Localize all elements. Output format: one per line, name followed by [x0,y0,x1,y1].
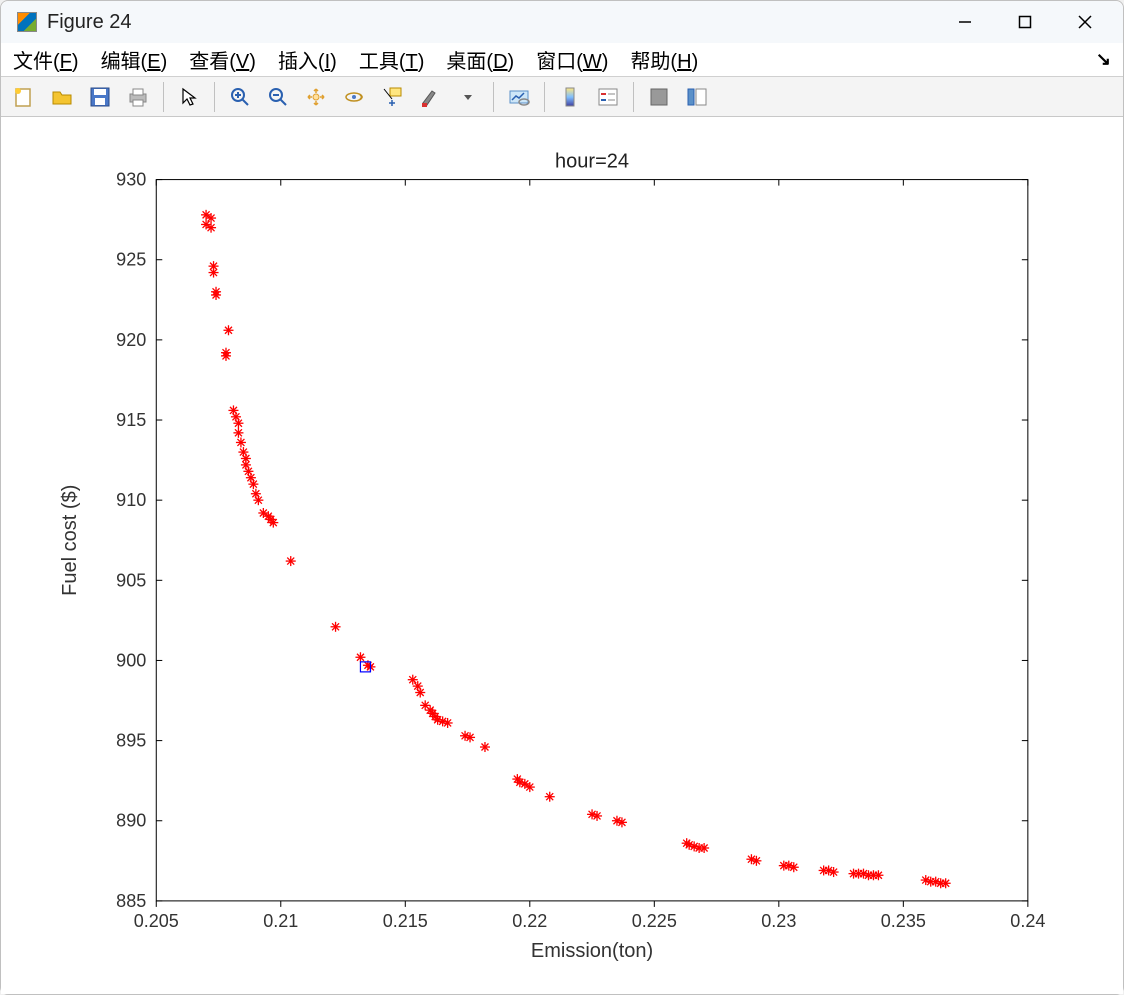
menu-item-0[interactable]: 文件(F) [7,43,85,76]
menu-item-2[interactable]: 查看(V) [183,43,262,76]
menu-item-6[interactable]: 窗口(W) [530,43,614,76]
xtick-label: 0.235 [881,911,926,931]
zoom-in-icon[interactable] [223,80,257,114]
marker-pareto-points [829,868,839,878]
ytick-label: 885 [116,891,146,911]
marker-pareto-points [233,419,243,429]
figure-window: Figure 24 文件(F) 编辑(E) 查看(V) 插入(I) 工具(T) 桌面(D)… [0,0,1124,995]
ylabel: Fuel cost ($) [59,485,81,596]
ytick-label: 900 [116,651,146,671]
toolbar-separator [544,82,545,112]
matlab-icon [17,12,37,32]
data-cursor-icon[interactable] [375,80,409,114]
save-icon[interactable] [83,80,117,114]
ytick-label: 930 [116,170,146,190]
close-button[interactable] [1055,2,1115,42]
xtick-label: 0.23 [761,911,796,931]
toolbar-separator [493,82,494,112]
zoom-out-icon[interactable] [261,80,295,114]
print-icon[interactable] [121,80,155,114]
maximize-button[interactable] [995,2,1055,42]
marker-pareto-points [873,871,883,881]
new-figure-icon[interactable] [7,80,41,114]
marker-pareto-points [941,879,951,889]
marker-pareto-points [699,843,709,853]
marker-pareto-points [592,811,602,821]
window-title: Figure 24 [47,11,935,34]
chart-title: hour=24 [555,151,629,173]
pan-icon[interactable] [299,80,333,114]
marker-pareto-points [286,557,296,567]
ytick-label: 890 [116,811,146,831]
toolbar-separator [633,82,634,112]
menu-item-7[interactable]: 帮助(H) [624,43,704,76]
ytick-label: 895 [116,731,146,751]
dock-arrow-icon[interactable]: ↘ [1096,49,1117,70]
toolbar-separator [214,82,215,112]
marker-pareto-points [789,863,799,873]
menubar: 文件(F) 编辑(E) 查看(V) 插入(I) 工具(T) 桌面(D) 窗口(W) 帮助(H)… [1,43,1123,77]
brush-icon[interactable] [413,80,447,114]
xtick-label: 0.22 [512,911,547,931]
marker-pareto-points [408,675,418,685]
dropdown-icon[interactable] [451,80,485,114]
ytick-label: 915 [116,410,146,430]
rotate3d-icon[interactable] [337,80,371,114]
axes-box [156,180,1028,901]
xtick-label: 0.24 [1010,911,1045,931]
menu-item-5[interactable]: 桌面(D) [440,43,520,76]
titlebar[interactable]: Figure 24 [1,1,1123,43]
plot-tools-icon[interactable] [680,80,714,114]
xtick-label: 0.215 [383,911,428,931]
xtick-label: 0.21 [263,911,298,931]
link-plot-icon[interactable] [502,80,536,114]
ytick-label: 925 [116,250,146,270]
open-icon[interactable] [45,80,79,114]
marker-pareto-points [236,438,246,448]
marker-pareto-points [206,223,216,233]
plot-area: 0.205 0.21 0.215 0.22 0.225 0.23 0.235 0.24 885 8… [1,117,1123,994]
xtick-label: 0.205 [134,911,179,931]
marker-pareto-points [545,792,555,802]
chart-svg: 0.205 0.21 0.215 0.22 0.225 0.23 0.235 0.24 885 8… [11,127,1113,984]
xlabel: Emission(ton) [531,940,653,962]
marker-pareto-points [233,428,243,438]
marker-pareto-points [525,783,535,793]
colorbar-icon[interactable] [553,80,587,114]
menu-item-3[interactable]: 插入(I) [272,43,343,76]
ytick-label: 905 [116,571,146,591]
marker-pareto-points [751,856,761,866]
pointer-icon[interactable] [172,80,206,114]
minimize-button[interactable] [935,2,995,42]
toolbar-separator [163,82,164,112]
ytick-label: 920 [116,330,146,350]
marker-pareto-points [355,653,365,663]
ytick-label: 910 [116,491,146,511]
toolbar [1,77,1123,117]
xtick-label: 0.225 [632,911,677,931]
legend-icon[interactable] [591,80,625,114]
marker-pareto-points [617,818,627,828]
menu-item-4[interactable]: 工具(T) [353,43,431,76]
hide-icon[interactable] [642,80,676,114]
menu-item-1[interactable]: 编辑(E) [95,43,174,76]
